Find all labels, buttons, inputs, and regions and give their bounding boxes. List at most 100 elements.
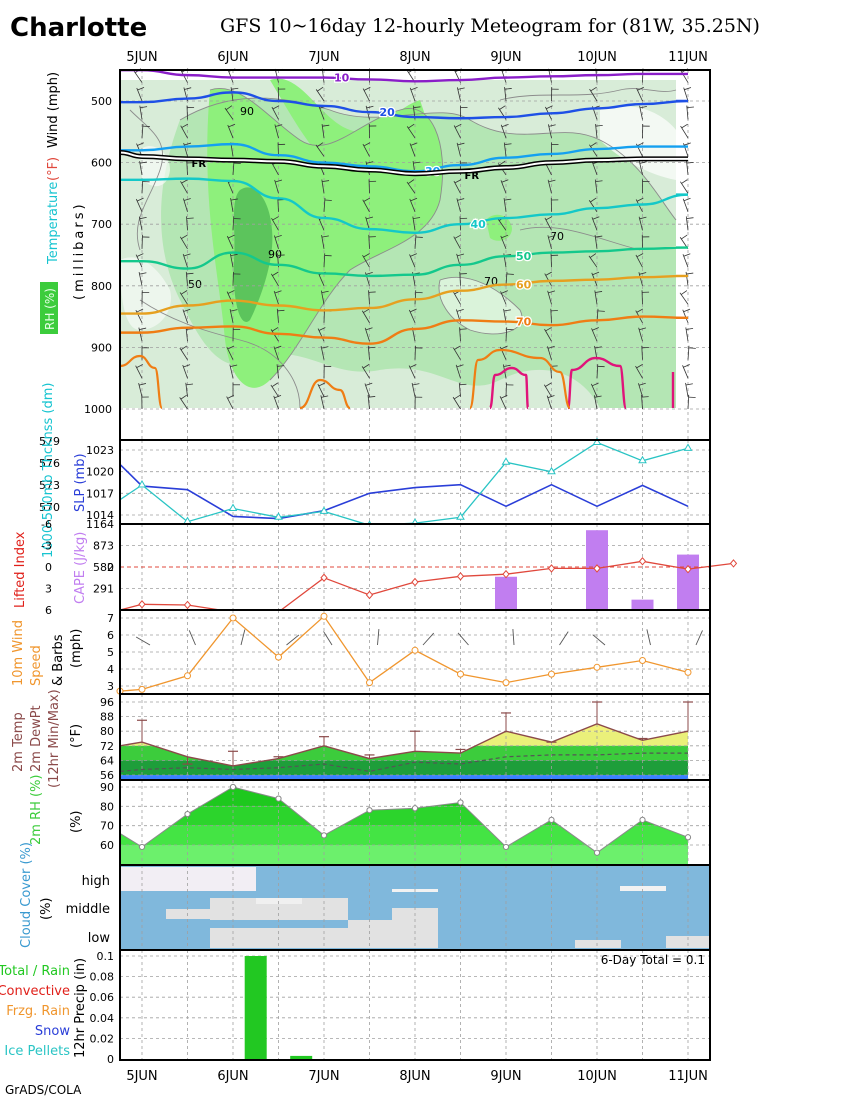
wind-barb	[409, 87, 416, 102]
slp-tick: 1014	[86, 509, 114, 522]
wind-barb-feather	[413, 217, 421, 220]
wind-barb-feather	[686, 161, 694, 164]
thickness-label: 1000-500mb Thcknss (dm)	[41, 383, 56, 558]
wind10m-marker	[411, 646, 419, 654]
wind-barb	[687, 345, 690, 360]
wind-barb-feather	[594, 346, 602, 349]
wind10m-tick: 3	[107, 680, 114, 693]
temperature-tick: 56	[100, 769, 114, 782]
rh2m-unit: (%)	[69, 811, 84, 834]
temperature-tick: 88	[100, 711, 114, 724]
wind-barb	[139, 105, 143, 120]
day-label-bottom: 5JUN	[126, 1069, 157, 1084]
wind-barb-feather	[501, 234, 509, 239]
isotherm-line	[120, 68, 689, 83]
wind-barb-feather	[272, 216, 279, 221]
wind-barb	[368, 290, 370, 305]
isotherm-line	[120, 91, 689, 120]
thickness-tick: 573	[39, 479, 60, 492]
freezing-level: FR FR	[119, 149, 689, 182]
wind-barb-feather	[499, 105, 506, 110]
wind-barb-feather	[639, 161, 647, 164]
wind10m-barb	[240, 629, 246, 646]
rh2m-label: 2m RH (%)	[29, 774, 44, 845]
wind-barb-feather	[180, 290, 188, 295]
wind-barb-feather	[183, 253, 191, 257]
thickness-marker	[274, 512, 283, 520]
wind-barb-feather	[500, 345, 508, 350]
wind-barb-feather	[228, 123, 236, 128]
pressure-tick: 1000	[84, 403, 112, 416]
wind-barb-feather	[683, 197, 691, 202]
wind-barb	[135, 365, 143, 379]
precip-tick: 0	[107, 1053, 114, 1066]
pressure-tick: 700	[91, 218, 112, 231]
day-label-top: 11JUN	[668, 50, 708, 65]
wind-barb-feather	[547, 345, 555, 349]
day-label-bottom: 7JUN	[308, 1069, 339, 1084]
wind-barb	[320, 290, 325, 305]
freezing-level-label: FR	[465, 171, 480, 182]
wind-barb-feather	[456, 364, 464, 368]
wind-barb-feather	[363, 142, 371, 147]
wind-barb-feather	[592, 327, 599, 331]
wind-barb-feather	[407, 179, 415, 184]
wind-barb-feather	[139, 327, 147, 331]
isotherm-label: 60	[516, 279, 532, 292]
rh-contour-label: 90	[268, 248, 282, 261]
wind-barb-feather	[321, 235, 329, 238]
cloud-blocks	[120, 867, 710, 948]
wind-barb-feather	[548, 179, 556, 183]
day-label-bottom: 10JUN	[577, 1069, 617, 1084]
wind-barb-feather	[686, 272, 694, 275]
wind-barb-feather	[227, 290, 235, 294]
cape-bar	[631, 599, 654, 610]
wind-barb	[547, 290, 552, 305]
wind-barb	[362, 143, 370, 157]
isotherm-line	[120, 177, 689, 235]
wind-barb-feather	[136, 197, 144, 202]
wind10m-ylabel-part: Speed	[29, 645, 44, 686]
credit: GrADS/COLA	[5, 1083, 82, 1097]
wind-barb-feather	[637, 142, 644, 147]
six-day-total: 6-Day Total = 0.1	[601, 953, 705, 967]
wind-barb-feather	[318, 382, 326, 387]
wind-barb	[682, 254, 689, 268]
wind-barb-feather	[136, 308, 144, 313]
lifted-index-marker	[502, 569, 510, 579]
wind-barb-feather	[365, 271, 373, 275]
wind10m-marker	[457, 670, 464, 678]
wind-barb	[591, 217, 598, 231]
wind-barb-feather	[321, 346, 329, 349]
wind-barb-feather	[683, 253, 691, 257]
wind-barb	[226, 291, 234, 305]
wind-barb-feather	[637, 86, 644, 91]
precip-legend-item: Frzg. Rain	[6, 1004, 70, 1019]
wind-barb	[271, 106, 279, 120]
wind-barb-feather	[139, 272, 147, 275]
rh-contours	[129, 88, 677, 409]
wind10m-ylabel-part: 10m Wind	[11, 620, 26, 686]
wind-barb-feather	[456, 308, 464, 312]
wind-barb	[682, 309, 689, 323]
wind-barb	[185, 327, 188, 342]
rh2m-tick: 90	[100, 781, 114, 794]
slp-tick: 1020	[86, 466, 114, 479]
rh-legend-swatch	[40, 282, 58, 334]
wind-barb-feather	[503, 364, 511, 367]
wind-barb	[590, 383, 598, 397]
precip-ticks: 0.1 0.08 0.06 0.04 0.02 0	[90, 950, 115, 1066]
millibars-label: (millibars)	[72, 201, 87, 300]
wind-barb-feather	[504, 198, 512, 201]
slp-tick: 1017	[86, 487, 114, 500]
precip-tick: 0.06	[90, 991, 115, 1004]
wind-barb	[226, 235, 234, 250]
freezing-level-label: FR	[192, 159, 207, 170]
wind-barb	[365, 272, 370, 286]
lifted-index-tick: -6	[41, 518, 52, 531]
wind-barb	[500, 291, 507, 305]
cloud-high-label: high	[82, 874, 110, 889]
thickness-marker	[228, 503, 238, 511]
wind-barb	[406, 126, 416, 139]
slp-thickness-ticks: 579 576 573 570 1023 1020 1017 1014	[39, 435, 114, 522]
